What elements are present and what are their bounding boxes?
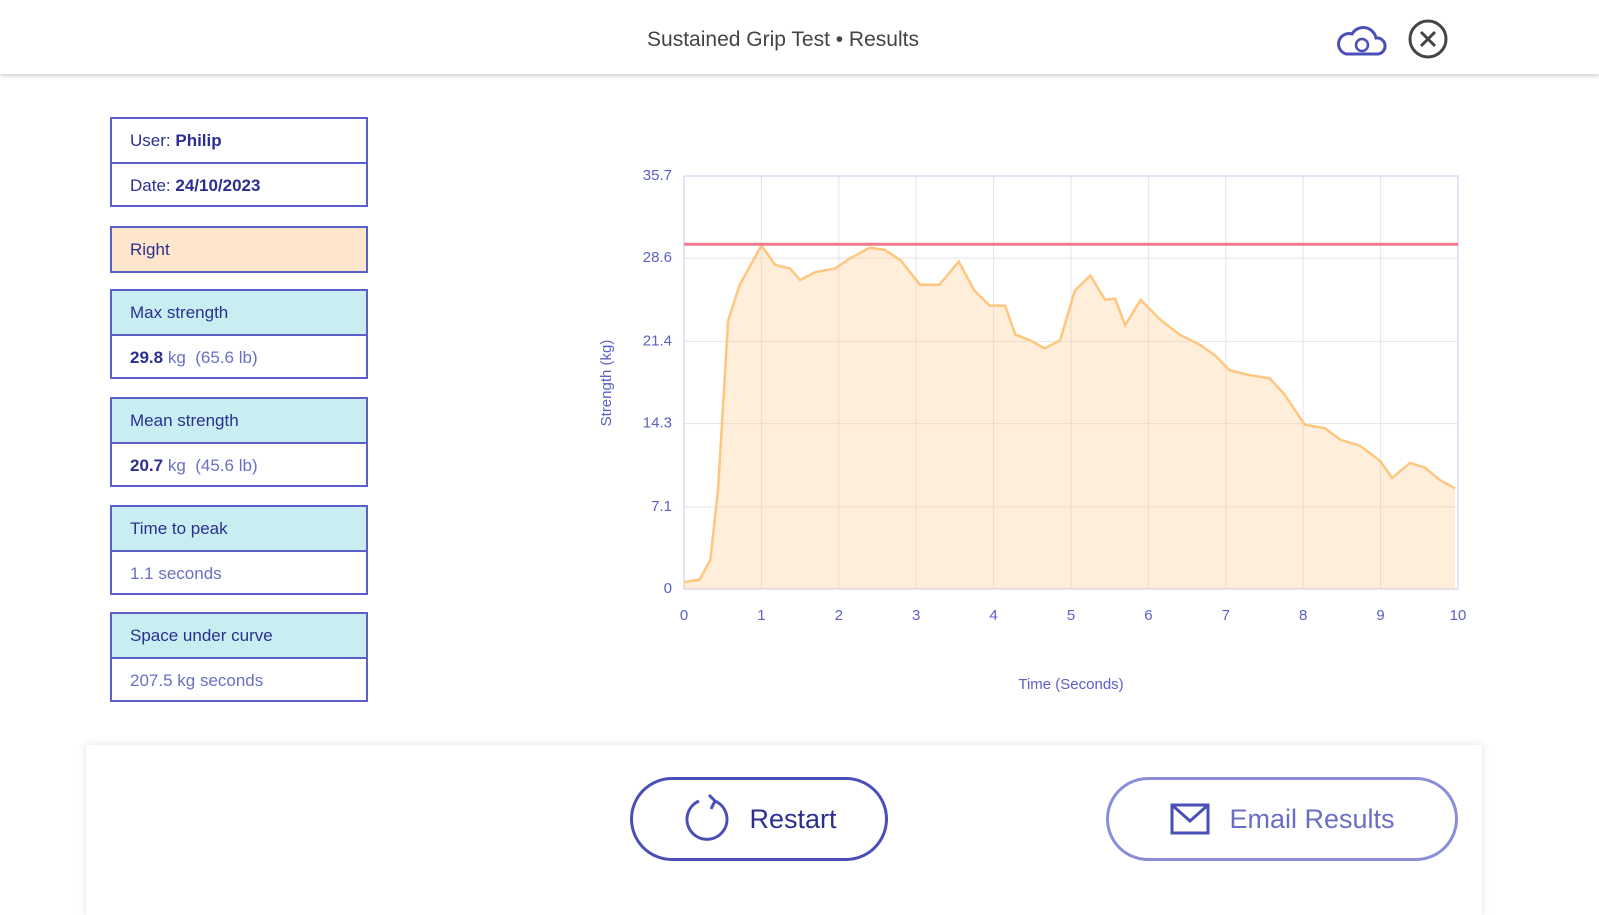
x-tick-label: 8 [1299,607,1307,624]
y-tick-label: 35.7 [643,167,672,184]
mean-strength-value: 20.7 [130,456,164,475]
chart: Strength (kg) Time (Seconds) 0 7.1 14.3 21.… [598,167,1467,693]
y-tick-label: 0 [664,580,672,597]
area-fill [684,245,1455,589]
header: Sustained Grip Test • Results [0,0,1599,74]
mean-strength-title: Mean strength [112,399,366,442]
x-tick-label: 9 [1376,607,1384,624]
plot-border [683,175,1459,590]
hand-panel: Right [110,226,368,273]
x-axis-label: Time (Seconds) [1018,676,1123,693]
header-title: Sustained Grip Test • Results [647,28,919,51]
x-tick-label: 3 [912,607,920,624]
max-strength-row: 29.8 kg (65.6 lb) [112,334,366,377]
x-tick-label: 7 [1222,607,1230,624]
max-strength-panel: Max strength 29.8 kg (65.6 lb) [110,289,368,379]
user-panel: User: Philip Date: 24/10/2023 [110,117,368,207]
mean-strength-row: 20.7 kg (45.6 lb) [112,442,366,485]
area-line [683,243,1456,584]
unit: kg [167,456,186,475]
mean-strength-panel: Mean strength 20.7 kg (45.6 lb) [110,397,368,487]
x-tick-label: 1 [757,607,765,624]
max-strength-title: Max strength [112,291,366,334]
y-tick-label: 14.3 [643,415,672,432]
close-icon[interactable] [1407,16,1451,62]
restart-button[interactable]: Restart [630,777,888,861]
cloud-sync-icon[interactable] [1336,16,1388,62]
restart-icon [686,793,729,841]
x-tick-label: 6 [1144,607,1152,624]
time-to-peak-panel: Time to peak 1.1 seconds [110,505,368,595]
date-value: 24/10/2023 [175,176,261,195]
space-under-curve-panel: Space under curve 207.5 kg seconds [110,612,368,702]
unit: kg [167,348,186,367]
email-label: Email Results [1229,803,1395,834]
user-label: User: [130,131,171,150]
email-icon [1170,803,1210,835]
alt-value: (45.6 lb) [195,456,258,475]
date-label: Date: [130,176,171,195]
x-tick-label: 0 [680,607,688,624]
x-tick-label: 2 [835,607,843,624]
user-value: Philip [175,131,222,150]
time-to-peak-title: Time to peak [112,507,366,550]
user-row: User: Philip [112,119,366,162]
hand: Right [130,240,170,259]
alt-value: (65.6 lb) [195,348,258,367]
y-tick-label: 28.6 [643,249,672,266]
y-tick-label: 7.1 [651,498,672,515]
x-tick-label: 5 [1067,607,1075,624]
y-axis-label: Strength (kg) [598,340,615,427]
x-tick-label: 4 [989,607,997,624]
restart-label: Restart [749,803,837,834]
max-strength-value: 29.8 [130,348,164,367]
email-button[interactable]: Email Results [1106,777,1458,861]
space-under-curve-value: 207.5 kg seconds [112,657,366,700]
time-to-peak-value: 1.1 seconds [112,550,366,593]
x-tick-label: 10 [1450,607,1467,624]
space-under-curve-title: Space under curve [112,614,366,657]
date-row: Date: 24/10/2023 [112,162,366,205]
y-tick-label: 21.4 [643,332,672,349]
